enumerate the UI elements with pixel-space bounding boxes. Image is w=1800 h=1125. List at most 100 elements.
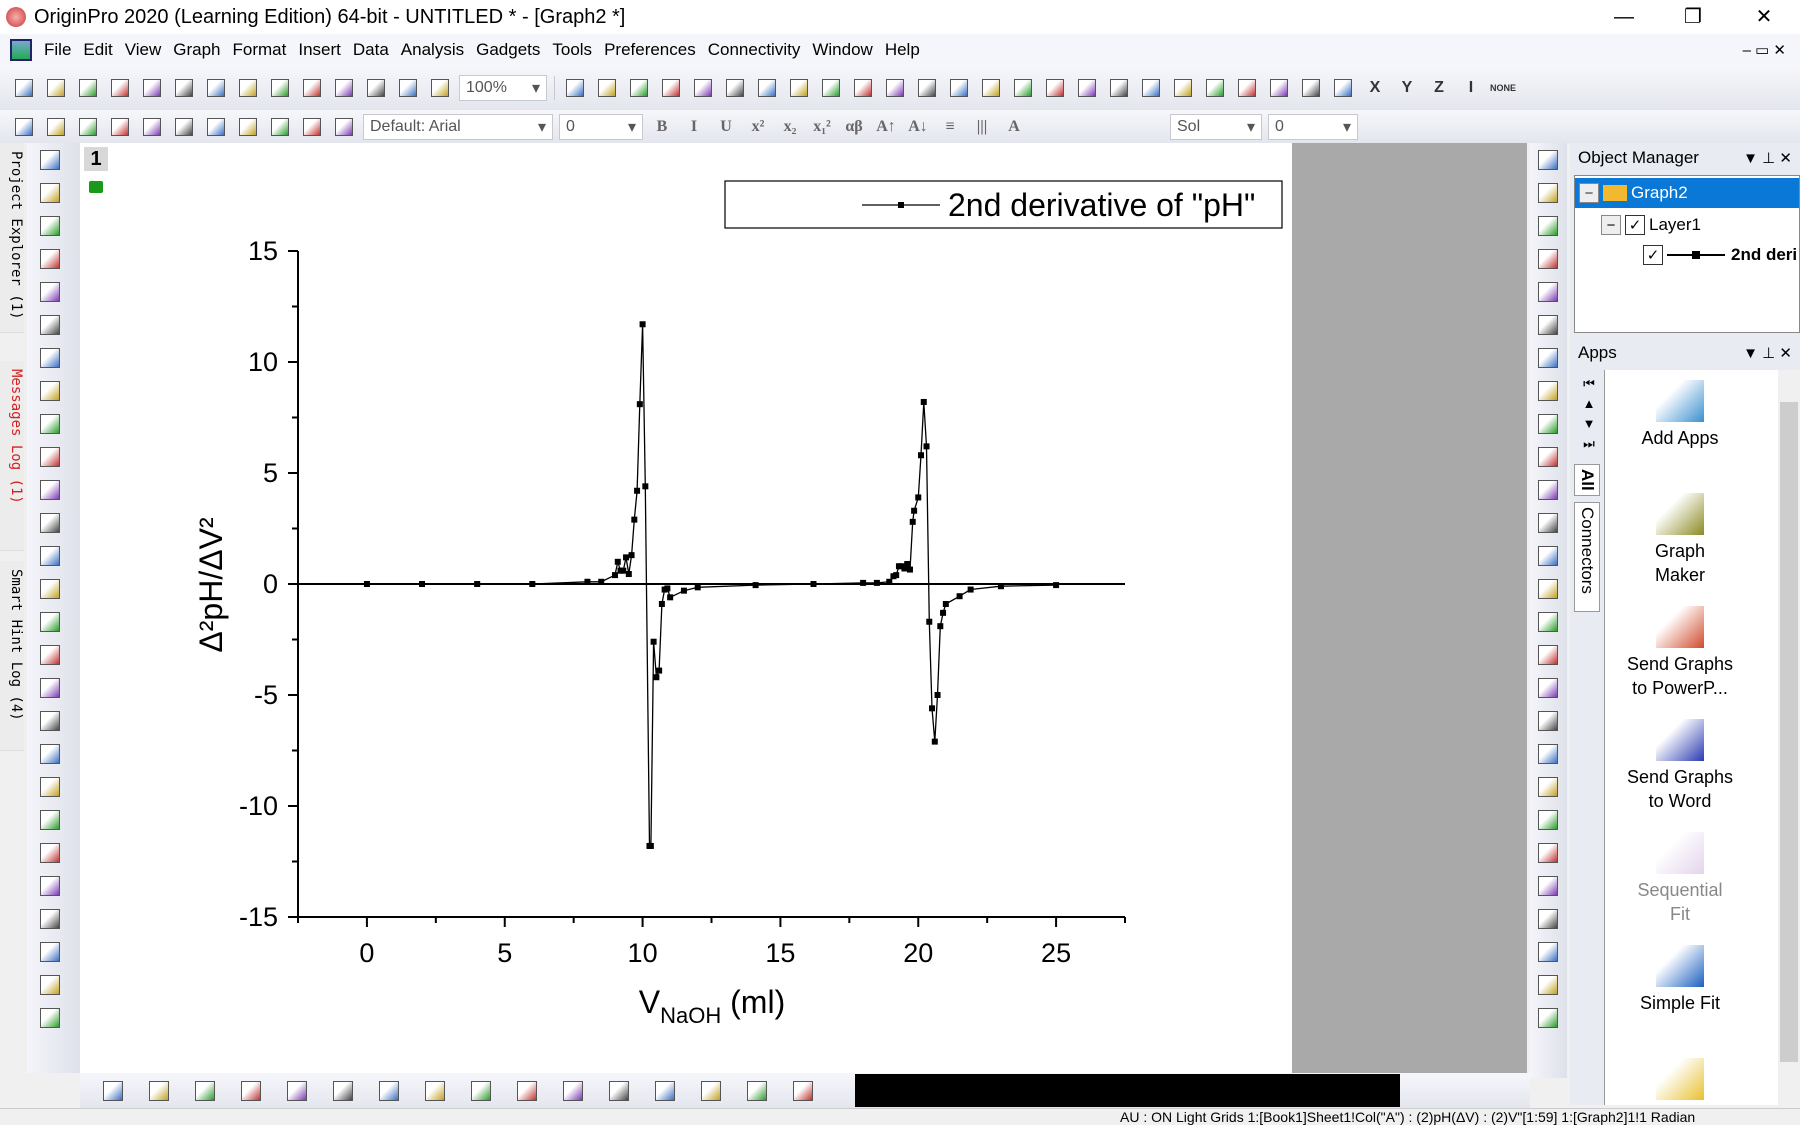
contour-icon[interactable] xyxy=(645,1079,685,1103)
align-left-icon[interactable] xyxy=(1533,671,1563,704)
tab-project-explorer[interactable]: Project Explorer (1) xyxy=(0,143,24,333)
info-table-icon[interactable] xyxy=(27,902,73,935)
3d-icon[interactable] xyxy=(553,1079,593,1103)
axis-b-icon[interactable] xyxy=(1533,506,1563,539)
open-template-icon[interactable] xyxy=(331,76,357,100)
format-button-4[interactable]: x₂ xyxy=(783,117,797,135)
tab-smart-hint-log[interactable]: Smart Hint Log (4) xyxy=(0,561,24,751)
fill-column-icon[interactable] xyxy=(75,115,101,139)
equation-icon[interactable] xyxy=(27,638,73,671)
plot-checkbox[interactable]: ✓ xyxy=(1643,245,1663,265)
save-icon[interactable] xyxy=(363,76,389,100)
format-button-10[interactable]: ||| xyxy=(976,117,988,135)
back-icon[interactable] xyxy=(1533,1001,1563,1034)
pointer-icon[interactable] xyxy=(27,143,73,176)
layout-3-icon[interactable] xyxy=(1533,407,1563,440)
tree-node-plot[interactable]: ✓ 2nd deri xyxy=(1643,240,1797,270)
column-plot-icon[interactable] xyxy=(231,1079,271,1103)
close-icon[interactable]: ✕ xyxy=(1779,345,1792,362)
set-as-i-button[interactable]: I xyxy=(1468,79,1474,96)
same-height-icon[interactable] xyxy=(1533,902,1563,935)
add-column-icon[interactable] xyxy=(978,76,1004,100)
format-button-11[interactable]: A xyxy=(1008,117,1020,135)
axis-scale-icon[interactable] xyxy=(1533,605,1563,638)
tree-node-graph2[interactable]: − Graph2 xyxy=(1575,178,1799,208)
tab-all[interactable]: All xyxy=(1574,464,1600,496)
zoom-in-icon[interactable] xyxy=(818,76,844,100)
menu-analysis[interactable]: Analysis xyxy=(400,40,465,59)
font-combo[interactable]: Default: Arial ▾ xyxy=(363,113,553,140)
format-button-1[interactable]: I xyxy=(690,117,698,135)
video-icon[interactable] xyxy=(658,76,684,100)
duplicate-icon[interactable] xyxy=(235,115,261,139)
settings-icon[interactable] xyxy=(946,76,972,100)
close-button[interactable]: ✕ xyxy=(1755,6,1773,28)
calendar-icon[interactable] xyxy=(882,76,908,100)
frame-icon[interactable] xyxy=(1533,572,1563,605)
set-as-x-button[interactable]: X xyxy=(1369,79,1381,96)
app-item[interactable]: Send Graphs to PowerP... xyxy=(1605,606,1755,700)
region-hand-icon[interactable] xyxy=(27,704,73,737)
command-window-icon[interactable] xyxy=(754,76,780,100)
polar-icon[interactable] xyxy=(783,1079,823,1103)
template-icon[interactable] xyxy=(507,1079,547,1103)
menu-tools[interactable]: Tools xyxy=(552,40,593,59)
axis-icon[interactable] xyxy=(1533,209,1563,242)
format-button-9[interactable]: ≡ xyxy=(945,117,955,135)
down-icon[interactable]: ▼ xyxy=(1582,416,1596,431)
ternary-icon[interactable] xyxy=(737,1079,777,1103)
menu-graph[interactable]: Graph xyxy=(173,40,221,59)
run-icon[interactable] xyxy=(427,76,453,100)
rectangle-tool-icon[interactable] xyxy=(27,572,73,605)
set-values-icon[interactable] xyxy=(1106,76,1132,100)
menu-data[interactable]: Data xyxy=(352,40,389,59)
new-folder-icon[interactable] xyxy=(43,76,69,100)
speed-mode-icon[interactable] xyxy=(1533,308,1563,341)
menu-edit[interactable]: Edit xyxy=(83,40,113,59)
menu-gadgets[interactable]: Gadgets xyxy=(476,40,541,59)
code-builder-icon[interactable] xyxy=(690,76,716,100)
align-top-icon[interactable] xyxy=(1533,737,1563,770)
layer-icon[interactable] xyxy=(1533,143,1563,176)
stat-plot-icon[interactable] xyxy=(277,1079,317,1103)
move-left-icon[interactable] xyxy=(139,115,165,139)
timestamp-icon[interactable] xyxy=(27,935,73,968)
print-icon[interactable] xyxy=(562,76,588,100)
new-notes-icon[interactable] xyxy=(235,76,261,100)
column-chart-icon[interactable] xyxy=(1170,76,1196,100)
axis-l-icon[interactable] xyxy=(1533,473,1563,506)
refresh-icon[interactable] xyxy=(1533,275,1563,308)
statistics-icon[interactable] xyxy=(1042,76,1068,100)
close-icon[interactable]: ✕ xyxy=(1779,150,1792,167)
notes-icon[interactable] xyxy=(914,76,940,100)
tab-connectors[interactable]: Connectors xyxy=(1574,502,1600,612)
collapse-icon[interactable]: − xyxy=(1579,183,1599,203)
insert-graph-icon[interactable] xyxy=(27,671,73,704)
error-bar-icon[interactable] xyxy=(27,869,73,902)
format-button-7[interactable]: A↑ xyxy=(876,117,896,135)
layout-2-icon[interactable] xyxy=(1533,374,1563,407)
box-plot-icon[interactable] xyxy=(323,1079,363,1103)
results-log-icon[interactable] xyxy=(722,76,748,100)
app-item[interactable] xyxy=(1605,1058,1755,1104)
panel-menu-icon[interactable]: ▼ xyxy=(1743,345,1758,362)
data-reader-icon[interactable] xyxy=(27,275,73,308)
minimize-button[interactable]: — xyxy=(1614,6,1634,28)
line-width-combo[interactable]: 0 ▾ xyxy=(1268,113,1358,140)
set-xy-icon[interactable] xyxy=(107,115,133,139)
format-button-8[interactable]: A↓ xyxy=(908,117,928,135)
align-bottom-icon[interactable] xyxy=(1533,770,1563,803)
pie-plot-icon[interactable] xyxy=(415,1079,455,1103)
tab-messages-log[interactable]: Messages Log (1) xyxy=(0,361,24,551)
app-item[interactable]: Add Apps xyxy=(1605,380,1755,450)
menu-insert[interactable]: Insert xyxy=(298,40,341,59)
pin-icon[interactable]: ⊥ xyxy=(1762,150,1776,167)
new-layout-icon[interactable] xyxy=(203,76,229,100)
first-icon[interactable]: ⏮ xyxy=(1583,376,1595,391)
project-tree-icon[interactable] xyxy=(786,76,812,100)
surface-icon[interactable] xyxy=(599,1079,639,1103)
menu-help[interactable]: Help xyxy=(884,40,920,59)
app-item[interactable]: Graph Maker xyxy=(1605,493,1755,587)
screen-reader-icon[interactable] xyxy=(27,242,73,275)
data-cursor-icon[interactable] xyxy=(27,308,73,341)
